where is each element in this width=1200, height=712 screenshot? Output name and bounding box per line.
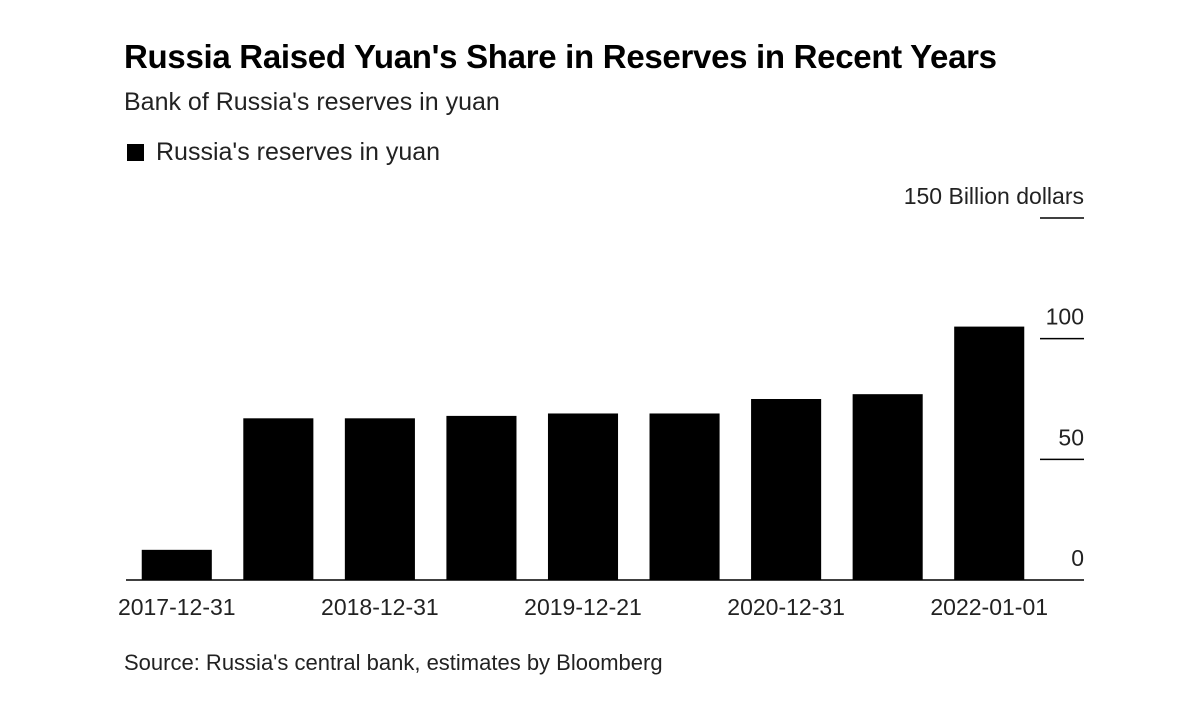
bar [141, 549, 212, 580]
chart-title: Russia Raised Yuan's Share in Reserves i… [124, 38, 997, 75]
bar [649, 413, 720, 580]
y-tick-label: 100 [1046, 304, 1084, 330]
x-tick-label: 2018-12-31 [321, 594, 439, 620]
bar [446, 415, 517, 580]
bar [344, 418, 415, 580]
bar [751, 399, 822, 580]
bar [243, 418, 314, 580]
bar [547, 413, 619, 580]
y-tick-label: 0 [1071, 545, 1084, 571]
x-tick-label: 2019-12-21 [524, 594, 642, 620]
bar [852, 394, 923, 580]
legend: Russia's reserves in yuan [127, 138, 440, 167]
x-tick-label: 2020-12-31 [727, 594, 845, 620]
y-tick-label: 150 Billion dollars [904, 183, 1084, 209]
chart-subtitle: Bank of Russia's reserves in yuan [124, 88, 500, 116]
bar [954, 326, 1025, 580]
x-tick-label: 2022-01-01 [930, 594, 1048, 620]
source-note: Source: Russia's central bank, estimates… [124, 650, 663, 675]
x-tick-label: 2017-12-31 [118, 594, 236, 620]
legend-swatch [127, 144, 144, 161]
y-tick-label: 50 [1058, 424, 1084, 450]
legend-label: Russia's reserves in yuan [156, 138, 441, 166]
